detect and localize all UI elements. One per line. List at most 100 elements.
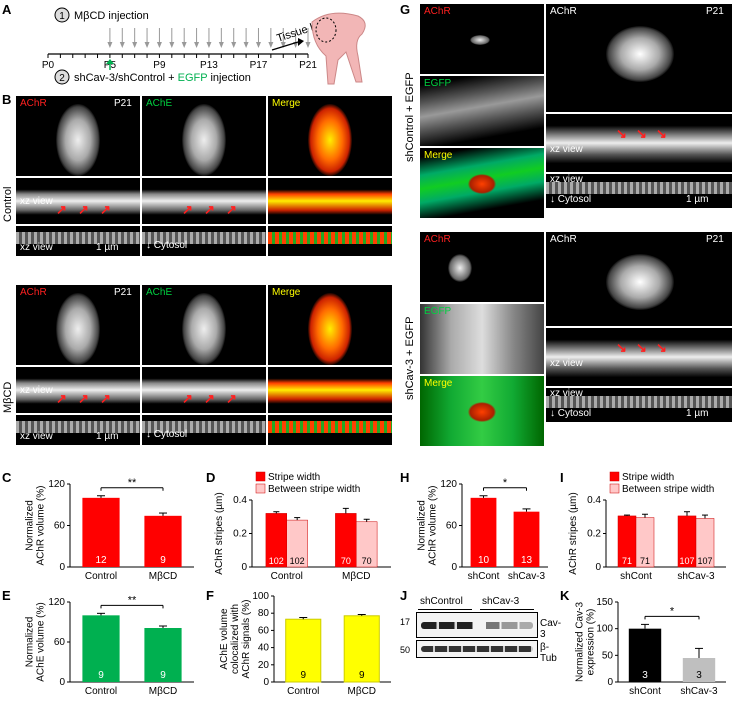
y-axis-label: AChE volumecolocalized withAChR signals … [219,600,252,679]
nmj-shape [56,104,100,176]
lane-label-shcontrol: shControl [420,596,463,607]
y-axis-label: NormalizedAChR volume (%) [25,485,47,565]
y-axis-label-line: expression (%) [586,609,597,676]
x-tick-label: Control [287,686,319,697]
western-blot: shControl shCav-3 17 50 Cav-3 β-Tub [400,596,562,696]
stripe-band [546,182,732,194]
y-tick-label: 100 [596,624,613,635]
x-tick-label: shCav-3 [677,571,715,582]
n-label: 3 [642,670,648,681]
red-arrow: ↗ [56,391,67,406]
left-micrograph-merge: Merge [420,148,544,218]
x-tick-label: MβCD [347,686,376,697]
yz-section: xz view ↓ Cytosol 1 µm [546,388,732,422]
channel-label: AChR [424,234,451,245]
injection-arrow-head [280,42,286,48]
red-arrow: ↘ [636,340,647,355]
group-label-mbcd: MβCD [2,381,14,413]
age-label: P21 [706,6,724,17]
injection-arrow-head [206,42,212,48]
chart-d: AChR stripes (µm) 0 0.2 0.4 Control MβCD 102 70… [214,471,391,582]
chart-e: NormalizedAChE volume (%) 0 60 120 Control Mβ… [25,594,194,697]
x-tick-label: shCav-3 [508,571,546,582]
injection-arrow-head [119,42,125,48]
right-micrograph-achr: AChR P21 [546,4,732,112]
injection-arrow-head [231,42,237,48]
step-two-number: 2 [59,73,65,84]
significance-marker: * [503,477,508,489]
xz-view-label: xz view [20,385,53,396]
red-arrow: ↗ [78,391,89,406]
scale-label: 1 µm [686,408,709,419]
red-arrow: ↗ [100,202,111,217]
timeline-tick-label: P0 [42,60,55,71]
red-arrow: ↗ [204,202,215,217]
y-tick-label: 120 [48,597,65,608]
cytosol-label: ↓ Cytosol [146,240,188,251]
lane-label-shcav3: shCav-3 [482,596,520,607]
red-arrow: ↘ [656,126,667,141]
timeline-tick-label: P9 [153,60,166,71]
panel-letter-d: D [206,470,216,485]
y-tick-label: 120 [440,479,457,490]
y-tick-label: 0.2 [233,529,247,540]
significance-marker: ** [128,477,137,489]
xz-band [142,178,266,224]
nmj-overlay [468,402,496,422]
bar [628,628,662,682]
age-label: P21 [114,287,132,298]
n-label: 3 [696,670,702,681]
y-tick-label: 0 [59,562,65,573]
n-label: 9 [160,555,166,566]
injection-arrow-head [194,42,200,48]
y-tick-label: 0 [263,677,269,688]
channel-label: EGFP [424,78,452,89]
y-axis-label: NormalizedAChR volume (%) [417,485,439,565]
legend-label: Between stripe width [622,484,714,495]
green-arrow-head [106,59,114,64]
bar [343,615,380,683]
step-one-label: MβCD injection [74,10,149,22]
channel-label: AChR [550,234,577,245]
injection-arrow-head [268,42,274,48]
right-micrograph-achr: AChR P21 [546,232,732,326]
n-label: 71 [622,556,632,566]
bar [356,521,378,568]
xz-section: xz view ↘ ↘ ↘ [546,114,732,172]
x-tick-label: shCont [620,571,652,582]
red-arrow: ↗ [182,391,193,406]
xz-section: ↗ ↗ ↗ [142,367,266,413]
panel-letter-k: K [560,588,570,603]
left-micrograph-egfp: EGFP [420,76,544,146]
stripe-band [16,232,140,244]
x-tick-label: shCav-3 [680,686,718,697]
group-label-shcontrol: shControl + EGFP [404,72,416,162]
chart-f: AChE volumecolocalized withAChR signals … [219,591,391,697]
panel-letter-e: E [2,588,11,603]
panel-letter-c: C [2,470,12,485]
y-tick-label: 0 [241,562,247,573]
blot-btub [416,640,538,658]
timeline-diagram: 1 MβCD injection P0P5P9P13P17P21 2 shCav… [42,7,366,85]
xz-section: ↗ ↗ ↗ [142,178,266,224]
y-axis-label-line: Normalized [417,500,428,551]
bar [635,517,655,568]
x-tick-label: MβCD [149,571,178,582]
n-label: 107 [697,556,712,566]
panel-letter-i: I [560,470,564,485]
nmj-shape [182,104,226,176]
group-label-control: Control [2,186,14,222]
left-micrograph-egfp: EGFP [420,304,544,374]
yz-section: xz view ↓ Cytosol 1 µm [546,174,732,208]
yz-section: xz view 1 µm [16,415,140,445]
channel-label: Merge [272,287,301,298]
btub-bands [421,646,533,652]
x-tick-label: Control [271,571,303,582]
xz-view-label: xz view [550,144,583,155]
y-axis-label: Normalized Cav-3expression (%) [575,602,597,682]
n-label: 9 [160,670,166,681]
step-two-label: shCav-3/shControl + EGFP injection [74,72,251,84]
injection-arrow-head [181,42,187,48]
nmj-shape [470,35,490,45]
channel-label: EGFP [424,306,452,317]
